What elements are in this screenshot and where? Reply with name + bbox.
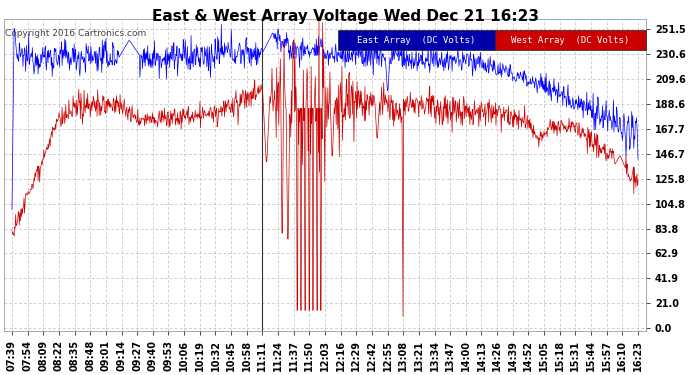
Bar [495,30,646,50]
Bar [338,30,495,50]
Text: West Array  (DC Volts): West Array (DC Volts) [511,36,629,45]
Text: Copyright 2016 Cartronics.com: Copyright 2016 Cartronics.com [6,28,147,38]
Text: East & West Array Voltage Wed Dec 21 16:23: East & West Array Voltage Wed Dec 21 16:… [152,9,538,24]
Text: East Array  (DC Volts): East Array (DC Volts) [357,36,475,45]
